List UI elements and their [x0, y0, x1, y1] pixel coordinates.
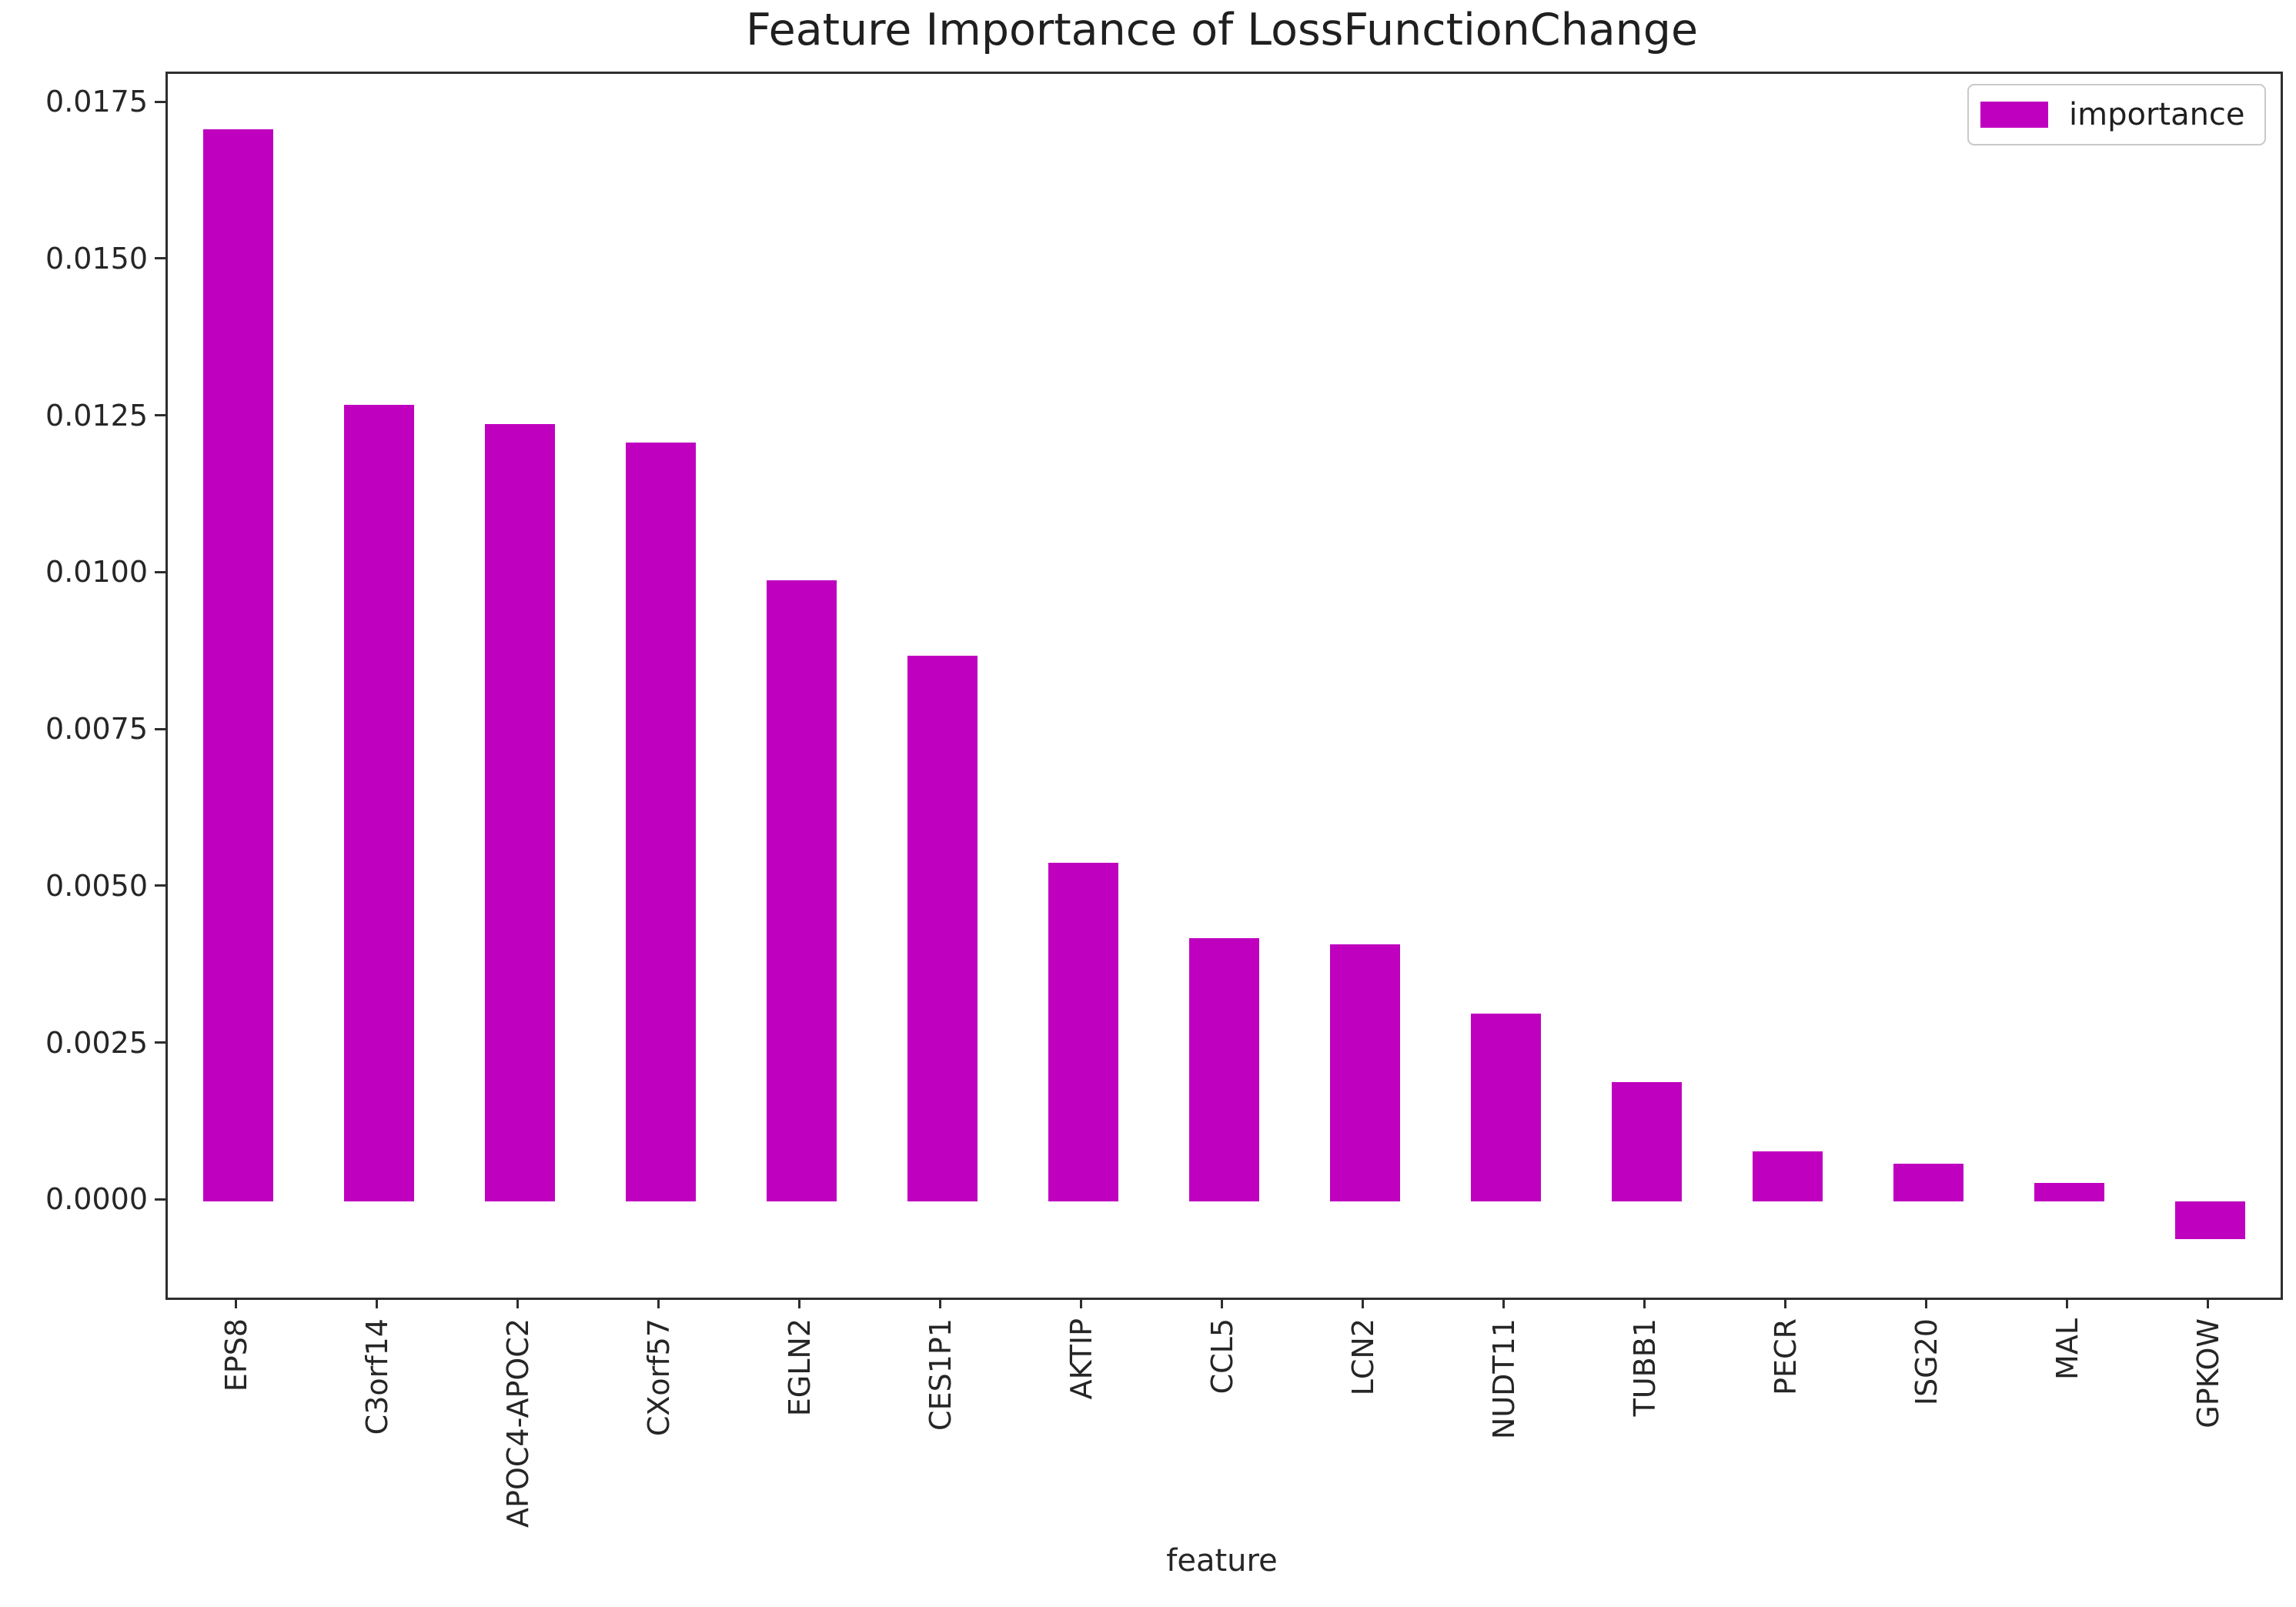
- y-tick-label: 0.0025: [45, 1025, 148, 1060]
- x-tick-label: APOC4-APOC2: [500, 1318, 535, 1528]
- y-tick-label: 0.0050: [45, 868, 148, 903]
- y-tick-label: 0.0175: [45, 85, 148, 119]
- x-tick-mark: [1080, 1298, 1082, 1308]
- x-tick-mark: [376, 1298, 378, 1308]
- x-tick-mark: [516, 1298, 519, 1308]
- x-tick-mark: [1784, 1298, 1786, 1308]
- x-tick-label: AKTIP: [1064, 1318, 1098, 1400]
- bar-EPS8: [202, 129, 274, 1202]
- x-tick-mark: [1362, 1298, 1364, 1308]
- x-tick-label: C3orf14: [359, 1318, 394, 1435]
- x-tick-label: NUDT11: [1486, 1318, 1521, 1440]
- x-tick-mark: [798, 1298, 800, 1308]
- bar-MAL: [2034, 1182, 2105, 1202]
- bar-PECR: [1752, 1151, 1823, 1202]
- bar-LCN2: [1329, 944, 1401, 1202]
- x-tick-mark: [2207, 1298, 2209, 1308]
- bar-TUBB1: [1611, 1082, 1683, 1202]
- bar-AKTIP: [1048, 863, 1119, 1202]
- bar-NUDT11: [1470, 1013, 1542, 1202]
- x-tick-label: TUBB1: [1627, 1318, 1662, 1417]
- x-tick-mark: [1221, 1298, 1223, 1308]
- y-tick-label: 0.0125: [45, 398, 148, 433]
- x-tick-label: CES1P1: [923, 1318, 958, 1431]
- x-tick-label: MAL: [2050, 1318, 2084, 1380]
- x-tick-label: PECR: [1768, 1318, 1803, 1395]
- bar-GPKOW: [2174, 1201, 2246, 1240]
- x-axis-label: feature: [1166, 1543, 1278, 1579]
- y-tick-label: 0.0100: [45, 555, 148, 590]
- x-tick-mark: [657, 1298, 660, 1308]
- bar-APOC4-APOC2: [484, 423, 556, 1202]
- y-tick-mark: [155, 570, 165, 573]
- x-tick-mark: [1925, 1298, 1927, 1308]
- y-tick-mark: [155, 1198, 165, 1201]
- legend-swatch-importance: [1980, 102, 2048, 128]
- y-tick-mark: [155, 414, 165, 417]
- x-tick-label: LCN2: [1345, 1318, 1380, 1396]
- bar-C3orf14: [343, 405, 415, 1202]
- x-tick-mark: [939, 1298, 941, 1308]
- legend-label: importance: [2069, 97, 2245, 132]
- y-tick-label: 0.0150: [45, 241, 148, 276]
- y-tick-label: 0.0000: [45, 1182, 148, 1217]
- bar-EGLN2: [766, 580, 837, 1202]
- bar-CES1P1: [907, 656, 978, 1202]
- x-tick-label: EPS8: [219, 1318, 253, 1392]
- x-tick-label: CXorf57: [641, 1318, 676, 1437]
- y-tick-mark: [155, 257, 165, 260]
- x-tick-label: ISG20: [1909, 1318, 1943, 1406]
- chart-title: Feature Importance of LossFunctionChange: [745, 5, 1699, 55]
- x-tick-mark: [235, 1298, 237, 1308]
- y-tick-mark: [155, 727, 165, 730]
- bar-ISG20: [1893, 1164, 1964, 1202]
- x-tick-label: EGLN2: [782, 1318, 817, 1417]
- y-tick-mark: [155, 100, 165, 103]
- legend: importance: [1967, 84, 2266, 145]
- bar-CCL5: [1188, 938, 1260, 1202]
- x-tick-label: GPKOW: [2191, 1318, 2225, 1428]
- x-tick-label: CCL5: [1205, 1318, 1239, 1395]
- y-tick-label: 0.0075: [45, 712, 148, 747]
- x-tick-mark: [1502, 1298, 1505, 1308]
- bar-CXorf57: [625, 443, 697, 1202]
- y-tick-mark: [155, 884, 165, 887]
- plot-area: [165, 72, 2283, 1300]
- x-tick-mark: [2066, 1298, 2068, 1308]
- y-tick-mark: [155, 1041, 165, 1044]
- x-tick-mark: [1643, 1298, 1646, 1308]
